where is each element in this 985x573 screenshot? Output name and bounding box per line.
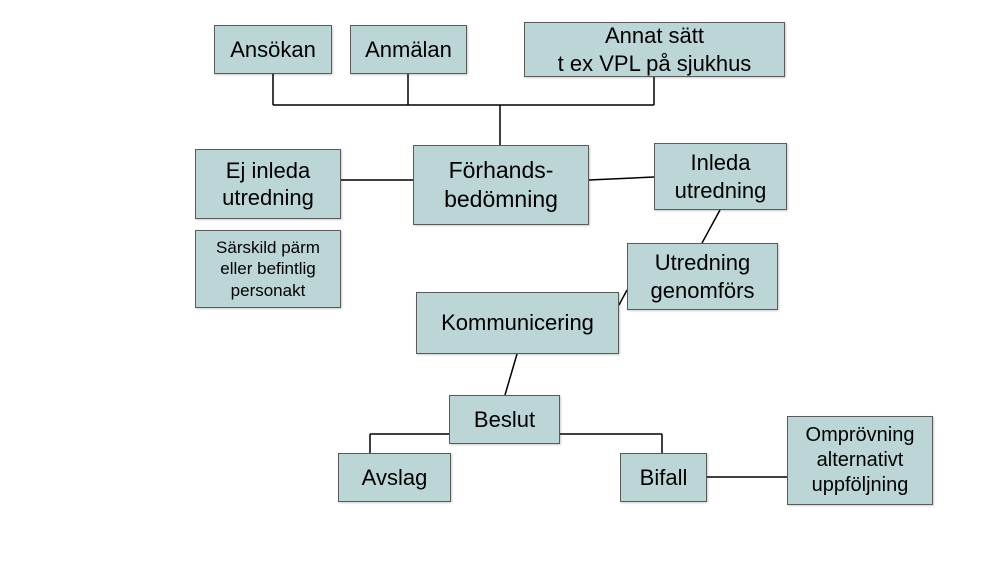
node-ej_inleda: Ej inledautredning	[195, 149, 341, 219]
node-anmalan: Anmälan	[350, 25, 467, 74]
node-beslut: Beslut	[449, 395, 560, 444]
node-omprovning: Omprövningalternativtuppföljning	[787, 416, 933, 505]
node-sarskild: Särskild pärmeller befintligpersonakt	[195, 230, 341, 308]
node-inleda: Inledautredning	[654, 143, 787, 210]
node-kommun: Kommunicering	[416, 292, 619, 354]
node-avslag: Avslag	[338, 453, 451, 502]
node-ansokan: Ansökan	[214, 25, 332, 74]
node-bifall: Bifall	[620, 453, 707, 502]
node-forhands: Förhands-bedömning	[413, 145, 589, 225]
node-annat: Annat sättt ex VPL på sjukhus	[524, 22, 785, 77]
node-utredning: Utredninggenomförs	[627, 243, 778, 310]
